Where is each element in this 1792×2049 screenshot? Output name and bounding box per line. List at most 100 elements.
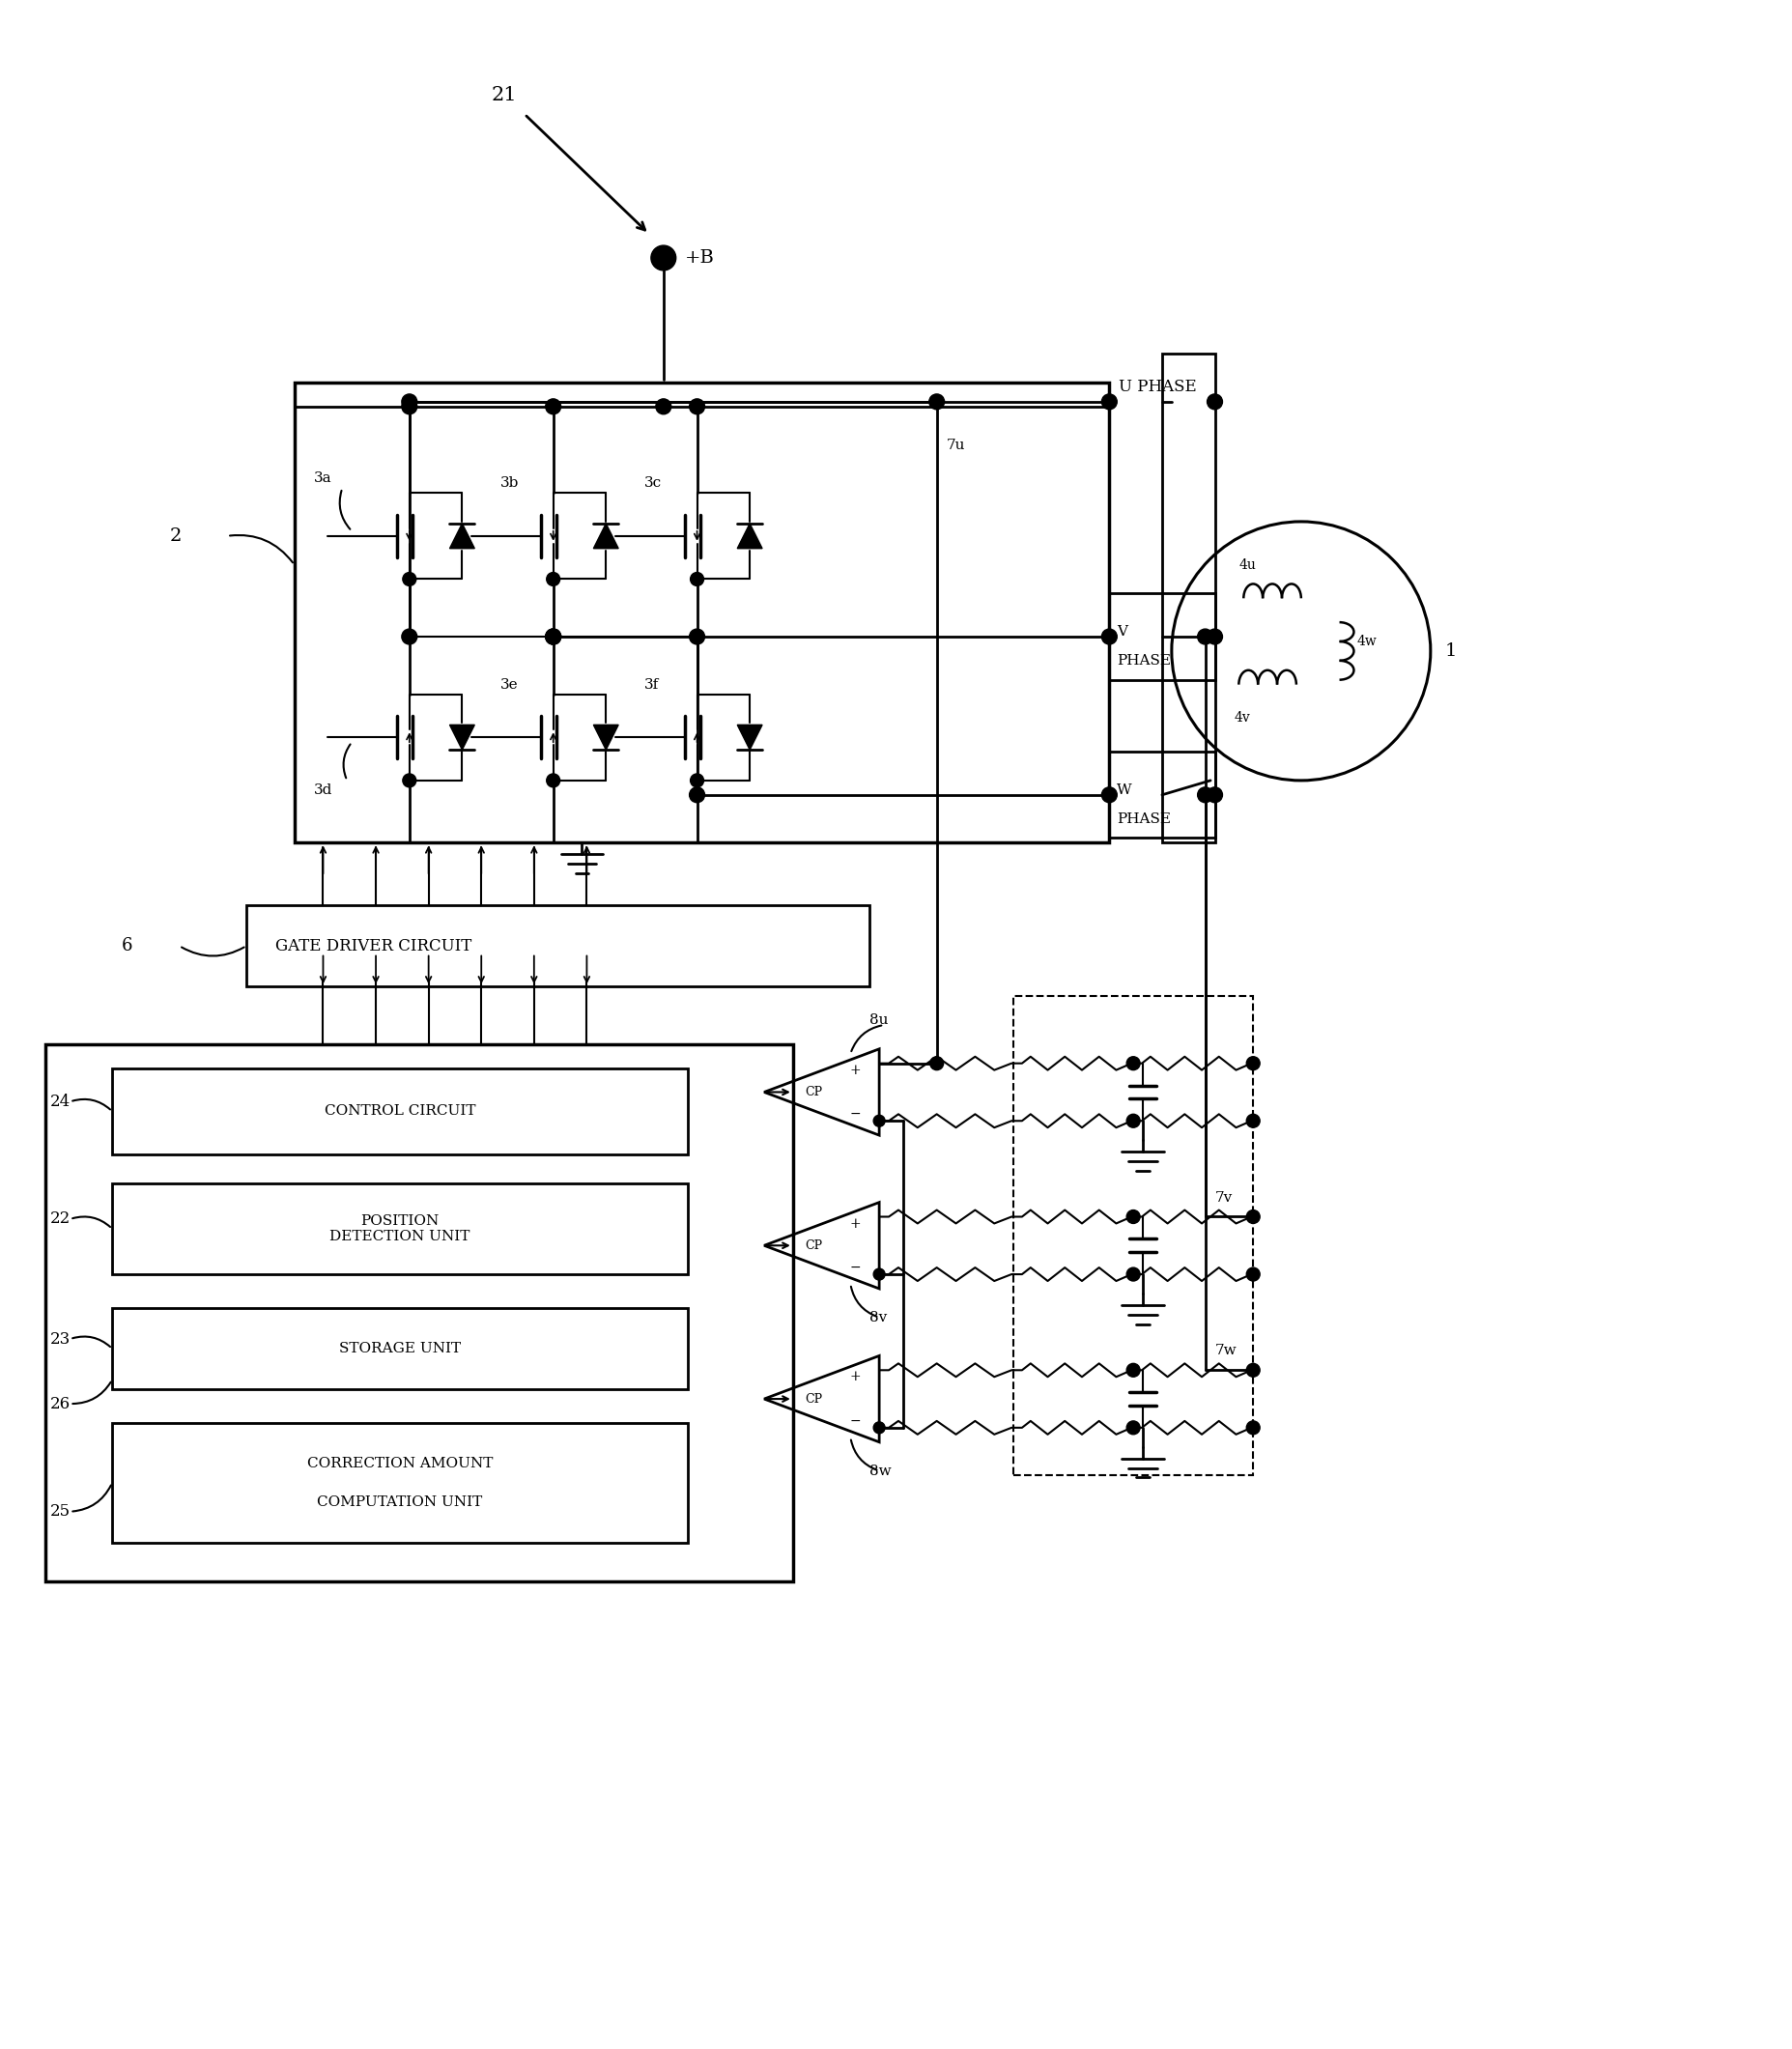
- Text: W: W: [1116, 783, 1131, 797]
- Text: 3a: 3a: [314, 471, 332, 486]
- Text: 7w: 7w: [1215, 1344, 1236, 1358]
- Bar: [294, 383, 1109, 842]
- Bar: [246, 906, 869, 988]
- Text: CP: CP: [805, 1240, 823, 1252]
- Circle shape: [873, 1422, 885, 1434]
- Text: COMPUTATION UNIT: COMPUTATION UNIT: [317, 1496, 482, 1508]
- Text: 8w: 8w: [869, 1465, 891, 1477]
- Bar: [1012, 996, 1253, 1475]
- Circle shape: [1125, 1115, 1140, 1127]
- Polygon shape: [450, 725, 475, 750]
- FancyArrowPatch shape: [851, 1440, 876, 1469]
- Circle shape: [873, 1268, 885, 1281]
- Text: +: +: [849, 1371, 860, 1383]
- Text: PHASE: PHASE: [1116, 811, 1170, 826]
- Circle shape: [547, 572, 559, 586]
- Circle shape: [545, 629, 561, 643]
- Text: +B: +B: [685, 250, 713, 266]
- Circle shape: [547, 775, 559, 787]
- Text: 3f: 3f: [643, 678, 659, 691]
- Polygon shape: [737, 725, 762, 750]
- Circle shape: [403, 775, 416, 787]
- Bar: [113, 1422, 686, 1543]
- Circle shape: [1125, 1363, 1140, 1377]
- Circle shape: [1206, 787, 1222, 803]
- Bar: [45, 1045, 792, 1582]
- Circle shape: [1206, 393, 1222, 410]
- Circle shape: [1245, 1211, 1260, 1223]
- Circle shape: [1197, 629, 1211, 643]
- Text: CP: CP: [805, 1086, 823, 1098]
- Text: U PHASE: U PHASE: [1118, 379, 1197, 395]
- Circle shape: [1125, 1057, 1140, 1070]
- Polygon shape: [737, 522, 762, 549]
- Text: 7u: 7u: [946, 438, 964, 451]
- Circle shape: [1100, 787, 1116, 803]
- FancyArrowPatch shape: [851, 1024, 882, 1051]
- Text: 3d: 3d: [314, 783, 332, 797]
- Text: 1: 1: [1444, 641, 1457, 660]
- Text: −: −: [849, 1106, 860, 1121]
- Circle shape: [401, 393, 418, 410]
- Text: 3e: 3e: [500, 678, 518, 691]
- Text: −: −: [849, 1260, 860, 1274]
- Text: 4w: 4w: [1357, 635, 1376, 647]
- Text: 25: 25: [50, 1504, 70, 1520]
- FancyArrowPatch shape: [181, 947, 244, 957]
- Circle shape: [928, 393, 944, 410]
- Circle shape: [1206, 629, 1222, 643]
- Text: POSITION
DETECTION UNIT: POSITION DETECTION UNIT: [330, 1215, 470, 1244]
- Circle shape: [401, 400, 418, 414]
- Circle shape: [1245, 1363, 1260, 1377]
- Circle shape: [1100, 629, 1116, 643]
- Bar: [1109, 752, 1215, 838]
- FancyArrowPatch shape: [72, 1217, 109, 1227]
- Text: 6: 6: [122, 936, 133, 955]
- Circle shape: [1125, 1268, 1140, 1281]
- Text: CORRECTION AMOUNT: CORRECTION AMOUNT: [306, 1457, 493, 1471]
- Text: GATE DRIVER CIRCUIT: GATE DRIVER CIRCUIT: [274, 938, 471, 955]
- Bar: [1161, 354, 1215, 842]
- Text: 21: 21: [491, 86, 516, 104]
- Text: −: −: [849, 1414, 860, 1428]
- Circle shape: [1197, 787, 1211, 803]
- Circle shape: [1245, 1420, 1260, 1434]
- FancyArrowPatch shape: [73, 1383, 111, 1404]
- FancyArrowPatch shape: [72, 1098, 109, 1109]
- Text: CONTROL CIRCUIT: CONTROL CIRCUIT: [324, 1104, 475, 1119]
- FancyArrowPatch shape: [851, 1287, 876, 1318]
- Bar: [113, 1182, 686, 1274]
- Circle shape: [650, 246, 676, 270]
- Bar: [113, 1068, 686, 1154]
- Text: 8v: 8v: [869, 1311, 887, 1324]
- Text: PHASE: PHASE: [1116, 654, 1170, 668]
- Polygon shape: [450, 522, 475, 549]
- Circle shape: [545, 629, 561, 643]
- Text: 4u: 4u: [1238, 557, 1256, 572]
- Bar: [1109, 594, 1215, 680]
- Circle shape: [690, 775, 704, 787]
- Circle shape: [403, 572, 416, 586]
- Polygon shape: [593, 522, 618, 549]
- FancyArrowPatch shape: [229, 535, 292, 563]
- Circle shape: [1100, 393, 1116, 410]
- Polygon shape: [593, 725, 618, 750]
- Text: V: V: [1116, 625, 1127, 639]
- Circle shape: [688, 400, 704, 414]
- Text: 4v: 4v: [1233, 711, 1249, 725]
- Circle shape: [401, 629, 418, 643]
- Circle shape: [930, 1057, 943, 1070]
- FancyArrowPatch shape: [72, 1336, 109, 1346]
- Text: +: +: [849, 1063, 860, 1078]
- Text: 3b: 3b: [500, 477, 520, 490]
- Circle shape: [1245, 1115, 1260, 1127]
- Text: 3c: 3c: [643, 477, 661, 490]
- Circle shape: [1245, 1268, 1260, 1281]
- Circle shape: [688, 787, 704, 803]
- Text: 8u: 8u: [869, 1014, 889, 1027]
- Circle shape: [545, 629, 561, 643]
- FancyArrowPatch shape: [73, 1486, 111, 1512]
- Circle shape: [1245, 1057, 1260, 1070]
- Circle shape: [656, 400, 670, 414]
- Text: 23: 23: [50, 1330, 70, 1346]
